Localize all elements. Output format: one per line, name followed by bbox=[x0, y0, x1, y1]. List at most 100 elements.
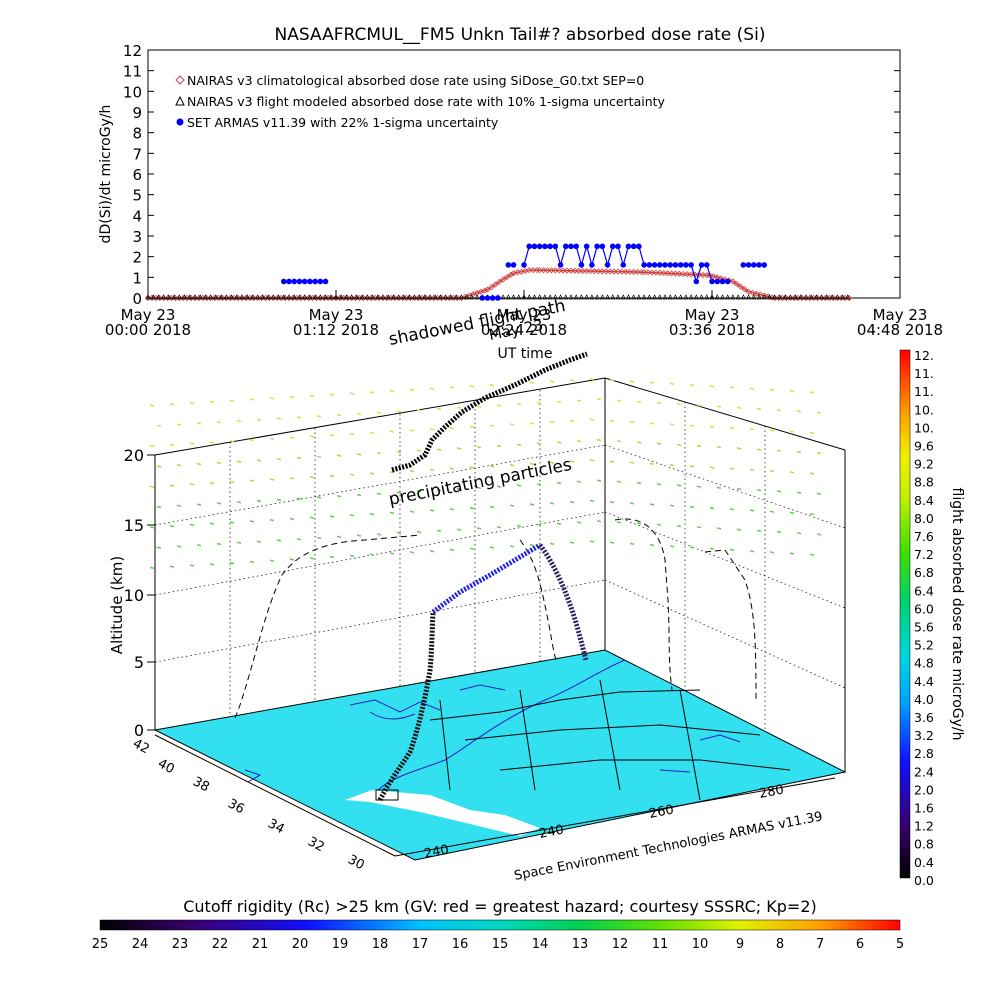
series-nairas-climatological-point bbox=[484, 286, 491, 293]
latitude-axis-line bbox=[154, 734, 396, 857]
series-nairas-climatological-point bbox=[737, 283, 744, 290]
flight-path-3d-panel: shadowed flight path May 23 precipitatin… bbox=[108, 296, 847, 884]
precip-dash bbox=[249, 560, 255, 564]
series-nairas-climatological-point bbox=[415, 294, 422, 302]
x-tick-label-date: May 23 bbox=[685, 306, 740, 324]
precip-dash bbox=[749, 387, 755, 390]
precip-dash bbox=[276, 457, 282, 461]
series-nairas-climatological-point bbox=[211, 294, 218, 302]
series-armas-point bbox=[557, 262, 564, 268]
series-nairas-flight-point bbox=[187, 294, 193, 300]
series-nairas-flight-point bbox=[584, 294, 590, 300]
series-nairas-flight-point bbox=[213, 294, 219, 300]
series-nairas-flight-point bbox=[474, 294, 480, 300]
precip-dash bbox=[816, 451, 822, 455]
precip-dash bbox=[716, 486, 722, 490]
precip-dash bbox=[516, 443, 522, 447]
series-nairas-climatological-point bbox=[503, 274, 511, 281]
latitude-tick-label: 34 bbox=[265, 816, 287, 837]
series-nairas-climatological-point bbox=[282, 294, 289, 302]
colorbar-tick-label: 0.0 bbox=[914, 873, 934, 888]
series-armas-point bbox=[724, 278, 731, 285]
precip-dash bbox=[789, 511, 795, 515]
series-nairas-flight-point bbox=[380, 294, 386, 300]
grid-lines bbox=[154, 390, 846, 730]
precip-dash bbox=[236, 541, 242, 545]
series-nairas-climatological-point bbox=[407, 294, 414, 302]
series-nairas-climatological-point bbox=[544, 267, 551, 274]
precip-dash bbox=[396, 450, 402, 454]
series-nairas-climatological-point bbox=[360, 294, 367, 302]
colorbar-tick-label: 3.6 bbox=[914, 710, 934, 725]
colorbar-tick-label: 6.0 bbox=[914, 601, 934, 616]
precip-dash bbox=[596, 519, 602, 523]
series-nairas-climatological-point bbox=[571, 267, 578, 274]
series-nairas-climatological-point bbox=[442, 294, 449, 302]
precip-dash bbox=[776, 490, 782, 493]
series-nairas-climatological-point bbox=[507, 271, 515, 278]
precip-dash bbox=[156, 465, 162, 468]
precip-dash bbox=[769, 388, 775, 392]
altitude-axis-label: Altitude (km) bbox=[108, 556, 126, 654]
precip-dash bbox=[309, 435, 315, 438]
precip-dash bbox=[189, 401, 195, 405]
precip-dash bbox=[429, 468, 435, 472]
precip-dash bbox=[209, 481, 215, 485]
precip-dash bbox=[329, 555, 335, 559]
legend-marker-triangle bbox=[175, 95, 185, 106]
precip-dash bbox=[469, 506, 475, 510]
series-nairas-climatological-point bbox=[540, 267, 547, 274]
precip-dash bbox=[616, 521, 622, 524]
series-nairas-climatological-point bbox=[838, 294, 845, 302]
series-nairas-climatological-point bbox=[634, 268, 641, 276]
longitude-axis-ticks: 240 240 260 280 bbox=[423, 782, 785, 861]
series-nairas-climatological-point bbox=[680, 270, 687, 278]
series-nairas-flight-point bbox=[333, 294, 339, 300]
series-armas-point bbox=[620, 262, 627, 268]
series-nairas-flight-point bbox=[568, 294, 574, 300]
series-nairas-climatological-point bbox=[336, 294, 343, 302]
precip-dash bbox=[169, 565, 175, 568]
precip-dash bbox=[569, 419, 575, 423]
precip-dash bbox=[349, 432, 355, 436]
precip-dash bbox=[329, 515, 335, 518]
series-nairas-flight-point bbox=[411, 294, 417, 300]
series-nairas-flight-point bbox=[244, 294, 250, 300]
precip-dash bbox=[716, 527, 722, 530]
longitude-tick-label: 280 bbox=[758, 782, 785, 801]
series-nairas-climatological-point bbox=[799, 294, 806, 302]
precip-dash bbox=[689, 383, 695, 387]
series-nairas-flight-point bbox=[803, 294, 809, 300]
x-axis-label: UT time bbox=[498, 346, 553, 362]
precip-dash bbox=[409, 510, 415, 513]
series-nairas-climatological-point bbox=[156, 294, 163, 302]
series-nairas-flight-point bbox=[443, 294, 449, 300]
series-nairas-flight-point bbox=[218, 294, 224, 300]
series-nairas-climatological-point bbox=[250, 294, 257, 302]
precip-dash bbox=[596, 438, 602, 442]
y-axis-label: dD(Si)/dt microGy/h bbox=[98, 105, 114, 244]
y-tick-label: 11 bbox=[123, 63, 142, 81]
precip-dash bbox=[676, 402, 682, 406]
precip-dash bbox=[716, 445, 722, 449]
series-nairas-climatological-point bbox=[317, 294, 324, 302]
precip-dash bbox=[789, 430, 795, 433]
series-nairas-climatological-point bbox=[622, 268, 629, 275]
colorbar-tick-label: 10. bbox=[914, 420, 934, 435]
precip-dash bbox=[636, 522, 642, 525]
precip-dash bbox=[696, 525, 702, 529]
precip-dash bbox=[576, 521, 582, 524]
series-nairas-climatological-point bbox=[775, 294, 782, 302]
series-nairas-climatological-point bbox=[806, 294, 813, 302]
series-nairas-flight-point bbox=[740, 294, 746, 300]
colorbar-tick-label: 4.0 bbox=[914, 692, 934, 707]
precip-dash bbox=[676, 443, 682, 447]
projection-curves bbox=[234, 518, 757, 719]
series-nairas-climatological-point bbox=[560, 267, 567, 274]
series-nairas-climatological-point bbox=[802, 294, 810, 302]
series-nairas-flight-point bbox=[521, 294, 527, 300]
precip-dash bbox=[649, 462, 655, 466]
precip-dash bbox=[249, 438, 255, 442]
precip-dash bbox=[509, 423, 515, 426]
series-nairas-climatological-point bbox=[830, 294, 837, 302]
